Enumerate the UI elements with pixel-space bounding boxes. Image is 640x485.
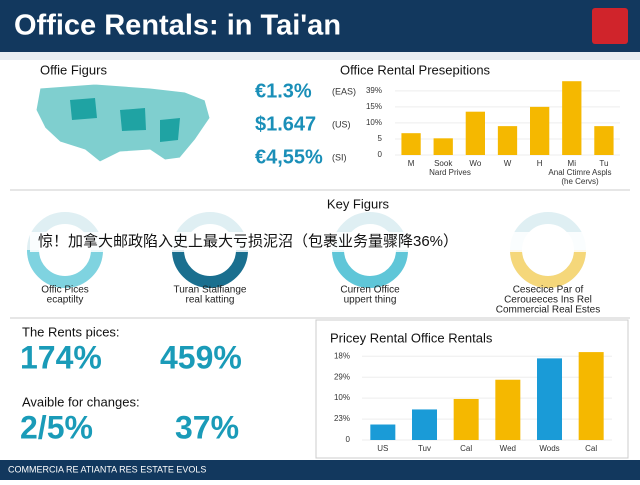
stat-value: 2/5% xyxy=(20,409,93,445)
overlay-caption: 惊！加拿大邮政陷入史上最大亏损泥沼（包裹业务量骤降36%） xyxy=(38,232,458,250)
stat-note: (US) xyxy=(332,119,351,129)
chart-frame xyxy=(315,319,629,459)
stat-figure: €1.3% xyxy=(255,80,312,102)
bar xyxy=(453,398,479,440)
donut-label: Turan Stalfiange xyxy=(173,285,246,296)
x-tick-label: Wods xyxy=(539,444,559,453)
x-tick-label: Wo xyxy=(469,159,481,168)
x-tick-label: Cal xyxy=(460,444,472,453)
y-tick-label: 10% xyxy=(366,118,382,127)
donut-arc xyxy=(27,249,103,288)
donut-arc xyxy=(510,249,586,288)
chart-title: Pricey Rental Office Rentals xyxy=(330,330,493,345)
x-tick-label: W xyxy=(504,159,512,168)
donut-label: Ceroueeces Ins Rel xyxy=(504,295,592,306)
y-tick-label: 0 xyxy=(346,435,351,444)
donut-label: real katting xyxy=(186,295,235,306)
page-title: Office Rentals: in Tai'an xyxy=(14,10,341,42)
stat-note: (EAS) xyxy=(332,86,356,96)
stat-label: The Rents pices: xyxy=(22,324,120,339)
x-tick-label: Sook xyxy=(434,159,453,168)
stat-value: 459% xyxy=(160,339,242,375)
donut-label: Offic Pices xyxy=(41,285,89,296)
bar xyxy=(537,358,562,440)
bar xyxy=(370,424,396,440)
y-tick-label: 5 xyxy=(378,134,383,143)
y-tick-label: 10% xyxy=(334,393,350,402)
stat-figure: €4,55% xyxy=(255,146,323,168)
stat-label: Avaible for changes: xyxy=(22,394,140,409)
bar xyxy=(497,126,518,155)
x-note: Nard Prives xyxy=(429,168,471,177)
logo xyxy=(592,8,628,44)
x-tick-label: Tu xyxy=(599,159,608,168)
x-tick-label: Mi xyxy=(568,159,577,168)
bar xyxy=(495,379,521,440)
map-states xyxy=(70,98,180,142)
stat-note: (SI) xyxy=(332,152,347,162)
bar xyxy=(465,111,485,155)
y-tick-label: 29% xyxy=(334,372,350,381)
donut-arc xyxy=(172,249,248,288)
x-tick-label: H xyxy=(537,159,543,168)
donut-label: Commercial Real Estes xyxy=(496,305,600,316)
bar xyxy=(530,106,550,155)
y-tick-label: 18% xyxy=(334,351,350,360)
y-tick-label: 15% xyxy=(366,102,382,111)
x-tick-label: US xyxy=(377,444,388,453)
footer-text: COMMERCIA RE ATIANTA RES ESTATE EVOLS xyxy=(8,464,206,474)
stat-figure: $1.647 xyxy=(255,113,316,135)
bar xyxy=(578,352,604,440)
y-tick-label: 23% xyxy=(334,414,350,423)
section-title: Key Figurs xyxy=(327,196,390,211)
chart-title: Office Rental Presepitions xyxy=(340,62,491,77)
stat-value: 174% xyxy=(20,339,102,375)
bar xyxy=(412,409,437,440)
y-tick-label: 0 xyxy=(378,150,383,159)
x-tick-label: Cal xyxy=(585,444,597,453)
header-band xyxy=(0,0,640,52)
donut-label: ecaptilty xyxy=(47,295,84,306)
donut-label: Curren Office xyxy=(340,285,400,296)
panel-title: Offie Figurs xyxy=(40,62,107,77)
x-note: (he Cervs) xyxy=(561,177,599,186)
header-rule xyxy=(0,52,640,60)
x-note: Anal Ctimre Aspls xyxy=(548,168,611,177)
donut-label: uppert thing xyxy=(344,295,397,306)
donut-arc xyxy=(332,249,408,288)
x-tick-label: Tuv xyxy=(418,444,431,453)
bar xyxy=(401,133,421,155)
x-tick-label: Wed xyxy=(500,444,516,453)
stat-value: 37% xyxy=(175,409,239,445)
bar xyxy=(562,81,582,155)
donut-label: Cesecice Par of xyxy=(513,285,584,296)
bar xyxy=(594,126,614,155)
bar xyxy=(433,138,453,155)
y-tick-label: 39% xyxy=(366,86,382,95)
footer-band xyxy=(0,460,640,480)
overlay-bg xyxy=(30,232,610,252)
x-tick-label: M xyxy=(408,159,415,168)
